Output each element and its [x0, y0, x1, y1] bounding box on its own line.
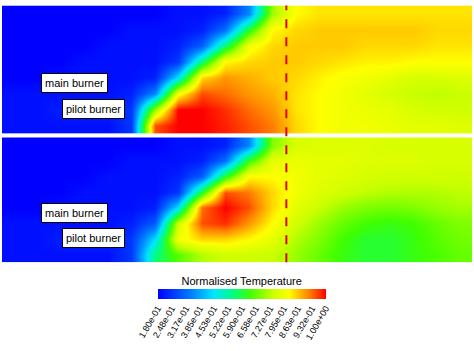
- svg-text:main burner: main burner: [45, 207, 104, 219]
- svg-text:8.63e-01: 8.63e-01: [277, 304, 303, 340]
- svg-text:1.00e+00: 1.00e+00: [304, 304, 332, 342]
- svg-text:Normalised Temperature: Normalised Temperature: [182, 275, 302, 287]
- svg-text:1.80e-01: 1.80e-01: [137, 304, 163, 340]
- svg-text:7.95e-01: 7.95e-01: [263, 304, 289, 340]
- svg-text:3.17e-01: 3.17e-01: [165, 304, 191, 340]
- svg-text:pilot burner: pilot burner: [66, 103, 121, 115]
- svg-text:main burner: main burner: [45, 77, 104, 89]
- svg-text:2.48e-01: 2.48e-01: [151, 304, 177, 340]
- svg-text:7.27e-01: 7.27e-01: [249, 304, 275, 340]
- svg-text:pilot burner: pilot burner: [66, 232, 121, 244]
- svg-text:5.90e-01: 5.90e-01: [221, 304, 247, 340]
- svg-text:9.32e-01: 9.32e-01: [291, 304, 317, 340]
- svg-text:4.53e-01: 4.53e-01: [193, 304, 219, 340]
- svg-text:6.58e-01: 6.58e-01: [235, 304, 261, 340]
- svg-text:5.22e-01: 5.22e-01: [207, 304, 233, 340]
- svg-text:3.85e-01: 3.85e-01: [179, 304, 205, 340]
